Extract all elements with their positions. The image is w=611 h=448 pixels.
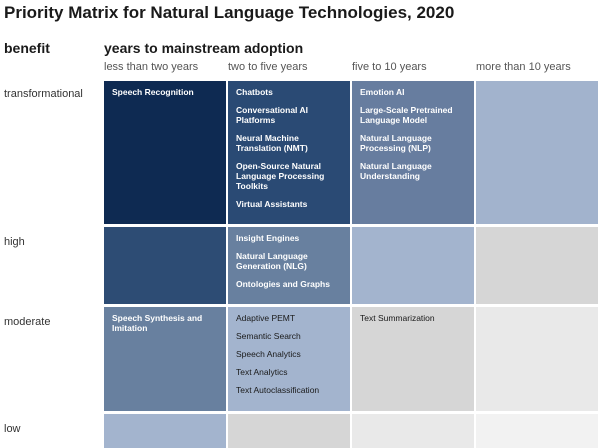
- technology-item: Emotion AI: [360, 87, 405, 97]
- technology-item: Speech Synthesis and Imitation: [112, 313, 203, 333]
- cell-low-five-to-10-years: [352, 414, 474, 448]
- column-label-five-to-10-years: five to 10 years: [352, 61, 427, 73]
- cell-high-less-than-two-years: [104, 227, 226, 304]
- technology-item: Text Summarization: [360, 313, 435, 323]
- row-label-moderate: moderate: [4, 316, 51, 328]
- cell-moderate-five-to-10-years: Text Summarization: [352, 307, 474, 411]
- cell-moderate-less-than-two-years: Speech Synthesis and Imitation: [104, 307, 226, 411]
- row-label-transformational: transformational: [4, 88, 83, 100]
- technology-item: Natural Language Processing (NLP): [360, 133, 432, 153]
- technology-item: Virtual Assistants: [236, 199, 308, 209]
- technology-item: Natural Language Understanding: [360, 161, 432, 181]
- matrix-title: Priority Matrix for Natural Language Tec…: [4, 3, 455, 22]
- technology-item: Speech Analytics: [236, 349, 301, 359]
- technology-item: Semantic Search: [236, 331, 301, 341]
- cell-low-two-to-five-years: [228, 414, 350, 448]
- cell-low-less-than-two-years: [104, 414, 226, 448]
- column-axis-label: years to mainstream adoption: [104, 40, 304, 56]
- technology-item: Chatbots: [236, 87, 273, 97]
- cell-transformational-five-to-10-years: Emotion AI Large-Scale Pretrained Languag…: [352, 81, 474, 224]
- cell-moderate-more-than-10-years: [476, 307, 598, 411]
- technology-item: Speech Recognition: [112, 87, 194, 97]
- technology-item: Open-Source Natural Language Processing …: [236, 161, 325, 191]
- technology-item: Adaptive PEMT: [236, 313, 296, 323]
- cell-moderate-two-to-five-years: Adaptive PEMT Semantic Search Speech Analy…: [228, 307, 350, 411]
- technology-item: Ontologies and Graphs: [236, 279, 330, 289]
- technology-item: Text Analytics: [236, 367, 288, 377]
- cell-transformational-less-than-two-years: Speech Recognition: [104, 81, 226, 224]
- cell-high-two-to-five-years: Insight Engines Natural Language Generati…: [228, 227, 350, 304]
- technology-item: Neural Machine Translation (NMT): [236, 133, 308, 153]
- column-label-two-to-five-years: two to five years: [228, 61, 308, 73]
- cell-high-more-than-10-years: [476, 227, 598, 304]
- technology-item: Insight Engines: [236, 233, 300, 243]
- row-label-high: high: [4, 236, 25, 248]
- row-axis-label: benefit: [4, 40, 50, 56]
- cell-transformational-more-than-10-years: [476, 81, 598, 224]
- column-label-less-than-two-years: less than two years: [104, 61, 199, 73]
- column-label-more-than-10-years: more than 10 years: [476, 61, 571, 73]
- technology-item: Conversational AI Platforms: [236, 105, 308, 125]
- cell-high-five-to-10-years: [352, 227, 474, 304]
- technology-item: Natural Language Generation (NLG): [236, 251, 308, 271]
- technology-item: Large-Scale Pretrained Language Model: [360, 105, 453, 125]
- cell-low-more-than-10-years: [476, 414, 598, 448]
- technology-item: Text Autoclassification: [236, 385, 320, 395]
- cell-transformational-two-to-five-years: Chatbots Conversational AI Platforms Neura…: [228, 81, 350, 224]
- row-label-low: low: [4, 423, 21, 435]
